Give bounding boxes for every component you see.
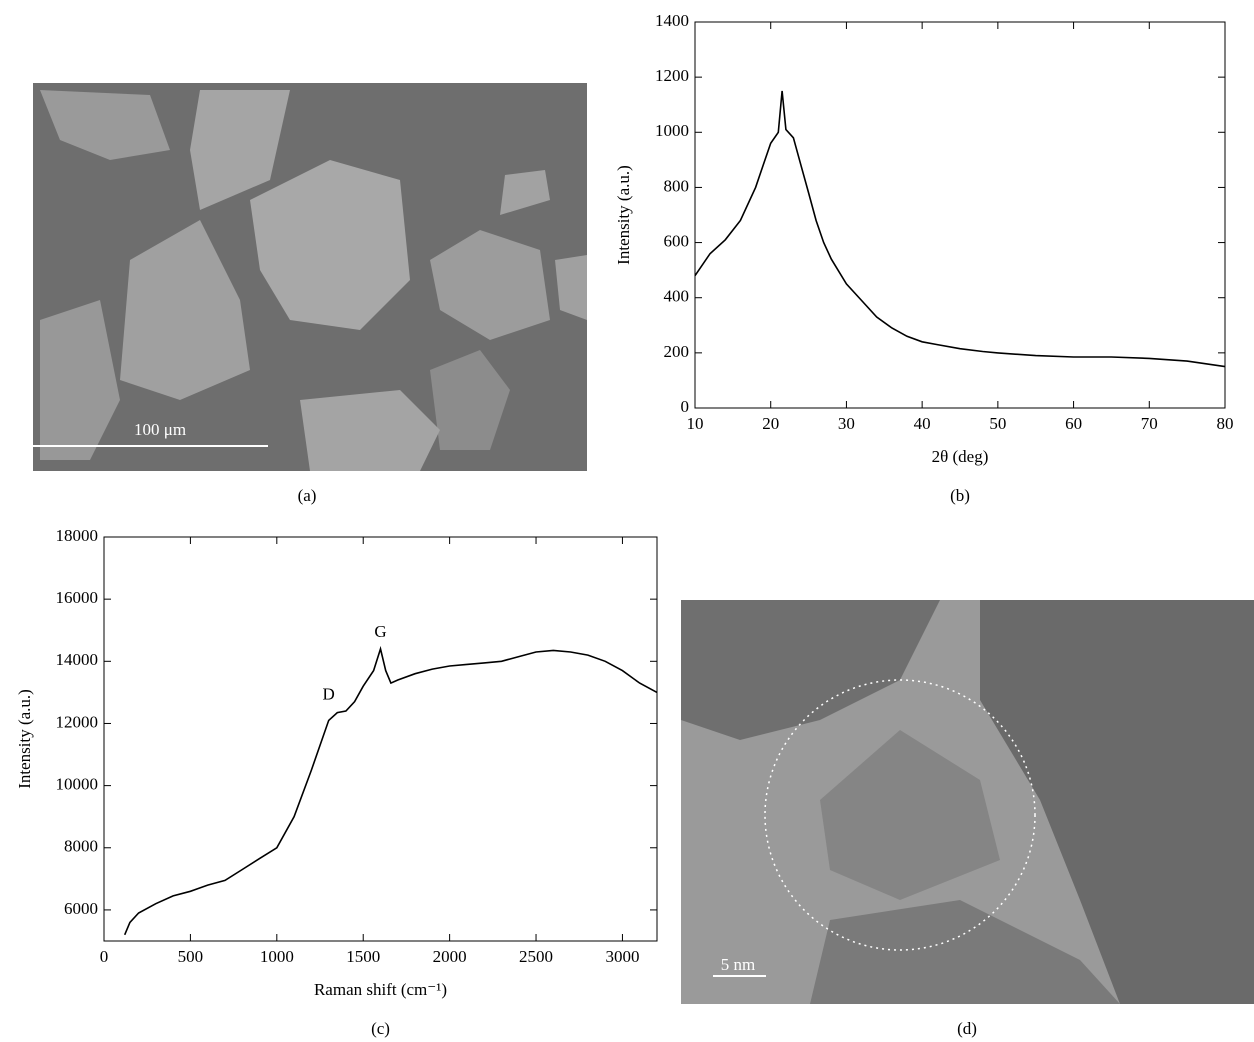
x-tick-label: 0: [100, 947, 109, 966]
scale-bar-label: 100 μm: [134, 420, 186, 439]
y-tick-label: 1400: [655, 11, 689, 30]
annotation: D: [323, 684, 335, 703]
y-tick-label: 200: [664, 342, 690, 361]
y-axis-label: Intensity (a.u.): [614, 165, 633, 265]
annotation: G: [374, 622, 386, 641]
particle: [430, 230, 550, 340]
x-tick-label: 1500: [346, 947, 380, 966]
panel-label: (b): [950, 486, 970, 505]
particle: [430, 350, 510, 450]
x-axis-label: 2θ (deg): [932, 447, 989, 466]
y-tick-label: 18000: [56, 526, 99, 545]
y-tick-label: 400: [664, 287, 690, 306]
y-tick-label: 0: [681, 397, 690, 416]
x-tick-label: 2500: [519, 947, 553, 966]
y-tick-label: 1000: [655, 121, 689, 140]
plot-frame: [694, 21, 1226, 409]
y-tick-label: 1200: [655, 66, 689, 85]
particle: [40, 300, 120, 460]
panel-label: (d): [957, 1019, 977, 1038]
scale-bar-label: 5 nm: [721, 955, 755, 974]
x-tick-label: 3000: [605, 947, 639, 966]
x-tick-label: 80: [1217, 414, 1234, 433]
panel-label: (c): [371, 1019, 390, 1038]
x-tick-label: 10: [687, 414, 704, 433]
region: [980, 600, 1254, 1004]
particle: [250, 160, 410, 330]
x-tick-label: 40: [914, 414, 931, 433]
x-tick-label: 2000: [433, 947, 467, 966]
particle: [300, 390, 440, 471]
y-tick-label: 8000: [64, 837, 98, 856]
y-tick-label: 10000: [56, 775, 99, 794]
x-tick-label: 50: [989, 414, 1006, 433]
highlight-circle: [764, 679, 1036, 951]
region: [810, 900, 1120, 1004]
y-tick-label: 12000: [56, 712, 99, 731]
x-tick-label: 1000: [260, 947, 294, 966]
y-axis-label: Intensity (a.u.): [15, 689, 34, 789]
x-axis-label: Raman shift (cm⁻¹): [314, 980, 447, 999]
particle: [190, 90, 290, 210]
y-tick-label: 6000: [64, 899, 98, 918]
particle: [120, 220, 250, 400]
data-line: [123, 645, 658, 936]
particle: [40, 90, 170, 160]
x-tick-label: 500: [178, 947, 204, 966]
y-tick-label: 800: [664, 176, 690, 195]
particle: [500, 170, 550, 215]
data-line: [694, 90, 1226, 368]
region: [820, 730, 1000, 900]
y-tick-label: 14000: [56, 650, 99, 669]
x-tick-label: 20: [762, 414, 779, 433]
region: [681, 600, 940, 740]
tem-image: 5 nm: [681, 600, 1254, 1004]
particle: [555, 255, 587, 320]
y-tick-label: 600: [664, 231, 690, 250]
plot-frame: [103, 536, 658, 942]
x-tick-label: 70: [1141, 414, 1158, 433]
x-tick-label: 60: [1065, 414, 1082, 433]
x-tick-label: 30: [838, 414, 855, 433]
panel-label: (a): [298, 486, 317, 505]
sem-image: 100 μm: [33, 83, 587, 471]
y-tick-label: 16000: [56, 588, 99, 607]
